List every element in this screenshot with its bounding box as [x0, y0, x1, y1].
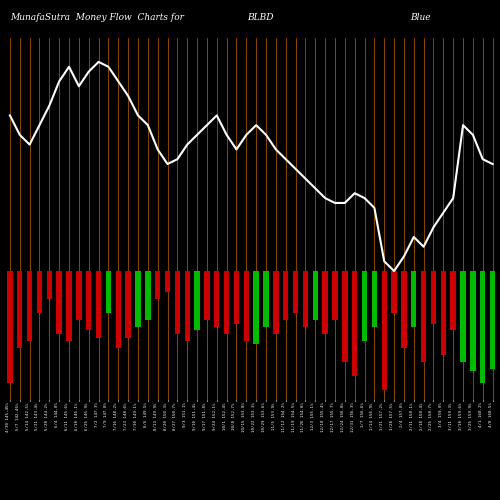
Bar	[194, 271, 200, 330]
Bar	[86, 271, 92, 330]
Bar	[283, 271, 288, 320]
Bar	[244, 271, 249, 340]
Bar	[411, 271, 416, 327]
Bar	[174, 271, 180, 334]
Bar	[460, 271, 466, 362]
Bar	[106, 271, 111, 313]
Bar	[273, 271, 278, 334]
Bar	[480, 271, 486, 382]
Bar	[184, 271, 190, 340]
Bar	[431, 271, 436, 324]
Bar	[264, 271, 268, 327]
Bar	[234, 271, 239, 324]
Bar	[27, 271, 32, 340]
Bar	[312, 271, 318, 320]
Bar	[56, 271, 62, 334]
Bar	[165, 271, 170, 292]
Bar	[293, 271, 298, 313]
Bar	[372, 271, 377, 327]
Text: BLBD: BLBD	[247, 12, 273, 22]
Bar	[322, 271, 328, 334]
Bar	[96, 271, 102, 338]
Bar	[382, 271, 387, 390]
Bar	[450, 271, 456, 330]
Bar	[136, 271, 140, 327]
Bar	[155, 271, 160, 299]
Bar	[76, 271, 82, 320]
Bar	[392, 271, 397, 313]
Text: Blue: Blue	[410, 12, 430, 22]
Bar	[342, 271, 347, 362]
Bar	[224, 271, 230, 334]
Bar	[352, 271, 358, 376]
Bar	[46, 271, 52, 299]
Bar	[490, 271, 496, 368]
Bar	[214, 271, 220, 327]
Bar	[204, 271, 210, 320]
Bar	[7, 271, 12, 382]
Bar	[401, 271, 406, 347]
Bar	[332, 271, 338, 320]
Bar	[37, 271, 42, 313]
Bar	[470, 271, 476, 372]
Bar	[17, 271, 22, 347]
Bar	[116, 271, 121, 347]
Bar	[66, 271, 71, 340]
Text: MunafaSutra  Money Flow  Charts for: MunafaSutra Money Flow Charts for	[10, 12, 184, 22]
Bar	[440, 271, 446, 354]
Bar	[145, 271, 150, 320]
Bar	[362, 271, 367, 340]
Bar	[302, 271, 308, 327]
Bar	[254, 271, 259, 344]
Bar	[126, 271, 131, 338]
Bar	[421, 271, 426, 362]
